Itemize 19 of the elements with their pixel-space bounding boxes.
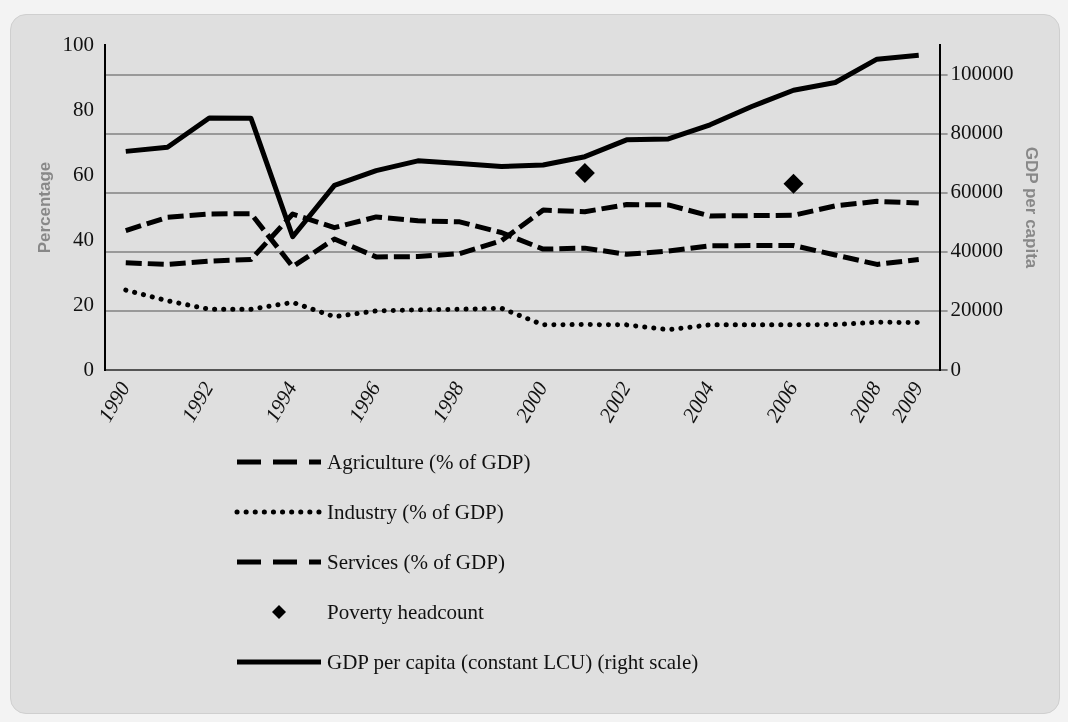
y-tick-label: 0 — [83, 356, 94, 381]
y2-tick-label: 80000 — [950, 120, 1004, 145]
legend-label: Poverty headcount — [327, 599, 484, 625]
y2-tick-label: 100000 — [950, 61, 1014, 86]
y-tick-label: 60 — [72, 161, 94, 186]
y-tick-label: 20 — [72, 291, 94, 316]
y2-axis-title: GDP per capita — [1022, 146, 1042, 269]
y2-tick-label: 0 — [950, 356, 962, 381]
legend-label: Services (% of GDP) — [327, 549, 505, 575]
y-axis-title: Percentage — [34, 161, 54, 254]
y-tick-label: 80 — [72, 96, 94, 121]
y-tick-label: 40 — [72, 226, 94, 251]
legend-label: Agriculture (% of GDP) — [327, 449, 531, 475]
y-tick-label: 100 — [62, 31, 94, 56]
legend-label: Industry (% of GDP) — [327, 499, 504, 525]
y2-tick-label: 60000 — [950, 179, 1004, 204]
y2-tick-label: 40000 — [950, 238, 1004, 263]
legend-label: GDP per capita (constant LCU) (right scale) — [327, 649, 699, 675]
y2-tick-label: 20000 — [950, 297, 1004, 322]
